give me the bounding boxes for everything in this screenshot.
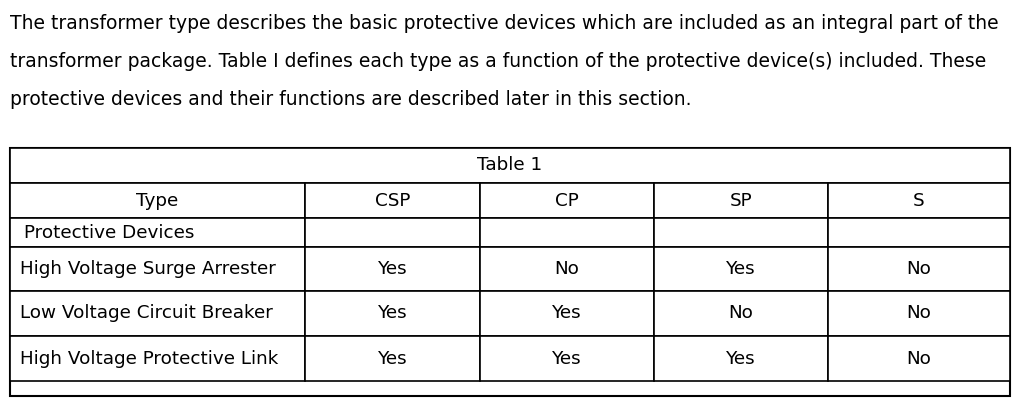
Text: Protective Devices: Protective Devices	[24, 223, 195, 242]
Text: Type: Type	[136, 191, 178, 210]
Bar	[305, 218, 480, 247]
Bar	[828, 291, 1010, 336]
Bar	[828, 247, 1010, 291]
Bar	[480, 291, 654, 336]
Text: Yes: Yes	[378, 260, 408, 278]
Text: S: S	[913, 191, 925, 210]
Text: Low Voltage Circuit Breaker: Low Voltage Circuit Breaker	[20, 305, 272, 322]
Bar	[305, 247, 480, 291]
Bar	[480, 247, 654, 291]
Bar	[305, 183, 480, 218]
Text: protective devices and their functions are described later in this section.: protective devices and their functions a…	[10, 90, 691, 109]
Text: Yes: Yes	[552, 305, 582, 322]
Text: The transformer type describes the basic protective devices which are included a: The transformer type describes the basic…	[10, 14, 998, 33]
Bar	[10, 336, 305, 381]
Text: Yes: Yes	[726, 260, 756, 278]
Text: No: No	[906, 349, 932, 368]
Text: No: No	[906, 260, 932, 278]
Text: Yes: Yes	[552, 349, 582, 368]
Bar	[828, 183, 1010, 218]
Text: transformer package. Table I defines each type as a function of the protective d: transformer package. Table I defines eac…	[10, 52, 986, 71]
Bar	[654, 218, 828, 247]
Text: No: No	[555, 260, 580, 278]
Text: Yes: Yes	[726, 349, 756, 368]
Bar	[10, 218, 305, 247]
Bar	[10, 148, 1010, 396]
Text: No: No	[728, 305, 754, 322]
Text: No: No	[906, 305, 932, 322]
Bar	[828, 336, 1010, 381]
Text: SP: SP	[730, 191, 753, 210]
Bar	[10, 148, 1010, 183]
Bar	[654, 336, 828, 381]
Text: High Voltage Surge Arrester: High Voltage Surge Arrester	[20, 260, 275, 278]
Bar	[480, 183, 654, 218]
Bar	[654, 247, 828, 291]
Bar	[828, 218, 1010, 247]
Text: CSP: CSP	[375, 191, 411, 210]
Bar	[10, 291, 305, 336]
Text: Yes: Yes	[378, 349, 408, 368]
Bar	[480, 218, 654, 247]
Text: CP: CP	[555, 191, 579, 210]
Bar	[305, 291, 480, 336]
Bar	[654, 183, 828, 218]
Bar	[10, 183, 305, 218]
Bar	[654, 291, 828, 336]
Bar	[480, 336, 654, 381]
Bar	[10, 247, 305, 291]
Bar	[305, 336, 480, 381]
Text: Table 1: Table 1	[477, 156, 543, 175]
Text: High Voltage Protective Link: High Voltage Protective Link	[20, 349, 279, 368]
Text: Yes: Yes	[378, 305, 408, 322]
